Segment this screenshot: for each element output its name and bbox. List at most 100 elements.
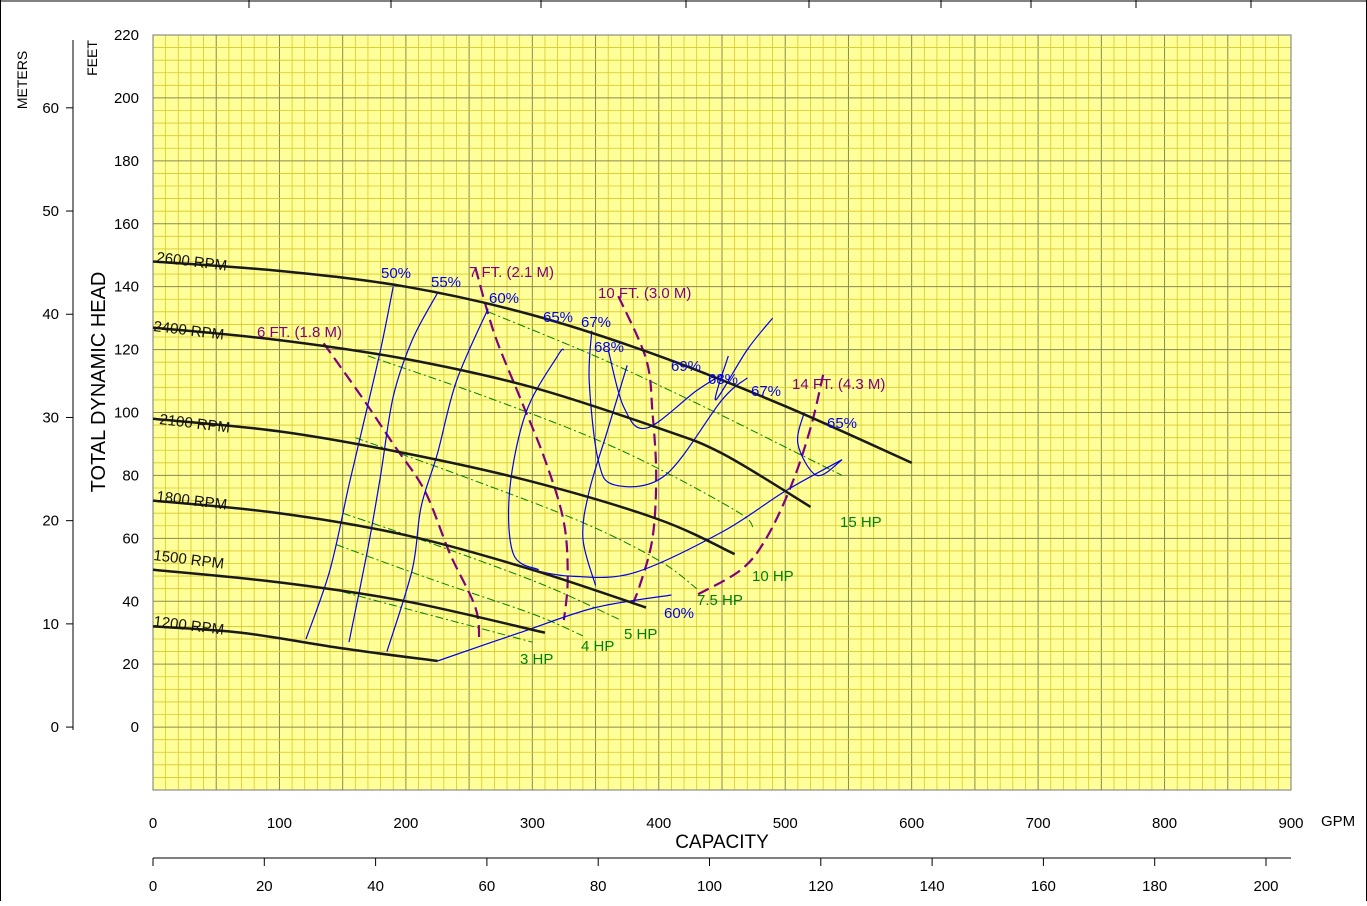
y2-tick-label: 30 — [42, 409, 59, 426]
power-curve — [487, 311, 843, 476]
efficiency-label: 68% — [708, 371, 738, 388]
y-tick-label-ft: 220 — [114, 27, 139, 44]
grid — [152, 34, 1292, 791]
x-tick-label: 300 — [520, 815, 545, 832]
efficiency-curve — [507, 348, 565, 571]
y-tick-label-ft: 60 — [122, 530, 139, 547]
speed-curve — [152, 499, 647, 609]
x-tick-label: 800 — [1152, 815, 1177, 832]
speed-curve — [152, 568, 546, 634]
efficiency-curve — [588, 330, 748, 488]
speed-curve — [152, 260, 913, 464]
x2-tick-label: 120 — [808, 878, 833, 895]
x2-tick-label: 80 — [590, 878, 607, 895]
x-tick-label: 400 — [646, 815, 671, 832]
efficiency-curves — [305, 286, 843, 662]
efficiency-label: 60% — [489, 290, 519, 307]
efficiency-curve — [796, 412, 843, 477]
plot-frame — [152, 34, 1292, 791]
efficiency-curve — [714, 317, 774, 401]
y2-tick-label: 40 — [42, 306, 59, 323]
x-tick-label: 200 — [393, 815, 418, 832]
x2-tick-label: 140 — [920, 878, 945, 895]
efficiency-label: 60% — [664, 605, 694, 622]
efficiency-curve — [532, 459, 843, 579]
x2-tick-label: 200 — [1253, 878, 1278, 895]
power-curve — [336, 544, 584, 637]
npsh-label: 10 FT. (3.0 M) — [598, 285, 691, 302]
y-tick-label-ft: 140 — [114, 279, 139, 296]
speed-curve — [152, 326, 812, 508]
y2-tick-label: 50 — [42, 203, 59, 220]
y-unit-meters: METERS — [14, 51, 30, 109]
power-label: 15 HP — [840, 514, 882, 531]
y-unit-feet: FEET — [84, 40, 100, 76]
y-tick-label-ft: 200 — [114, 90, 139, 107]
efficiency-label: 69% — [671, 358, 701, 375]
efficiency-curve — [582, 365, 628, 586]
y-tick-label-ft: 0 — [131, 719, 139, 736]
npsh-label: 14 FT. (4.3 M) — [792, 376, 885, 393]
y-tick-label-ft: 180 — [114, 153, 139, 170]
efficiency-curve — [607, 349, 723, 430]
x2-tick-label: 20 — [256, 878, 273, 895]
y-tick-label-ft: 80 — [122, 467, 139, 484]
y-axis-title: TOTAL DYNAMIC HEAD — [88, 272, 110, 493]
x-tick-label: 0 — [149, 815, 157, 832]
x-tick-label: 600 — [899, 815, 924, 832]
y-tick-label-ft: 160 — [114, 216, 139, 233]
efficiency-label: 55% — [431, 274, 461, 291]
efficiency-label: 65% — [543, 309, 573, 326]
npsh-curve — [474, 267, 569, 621]
efficiency-label: 50% — [381, 265, 411, 282]
y-tick-label-ft: 40 — [122, 593, 139, 610]
y2-tick-label: 10 — [42, 616, 59, 633]
power-label: 3 HP — [520, 651, 553, 668]
y-tick-label-ft: 100 — [114, 405, 139, 422]
power-label: 5 HP — [624, 626, 657, 643]
speed-curves — [152, 260, 913, 663]
npsh-curve — [696, 374, 825, 596]
x2-tick-label: 60 — [479, 878, 496, 895]
npsh-label: 6 FT. (1.8 M) — [257, 324, 342, 341]
y2-tick-label: 60 — [42, 100, 59, 117]
power-curve — [355, 437, 698, 590]
speed-curve — [152, 417, 736, 556]
npsh-curve — [322, 342, 481, 643]
power-curve — [342, 591, 533, 643]
x2-tick-label: 160 — [1031, 878, 1056, 895]
efficiency-curve — [437, 594, 672, 662]
efficiency-label: 67% — [751, 383, 781, 400]
x-unit-label: GPM — [1321, 813, 1355, 830]
npsh-label: 7 FT. (2.1 M) — [469, 264, 554, 281]
speed-curve — [152, 625, 438, 663]
x-tick-label: 700 — [1026, 815, 1051, 832]
x-axis-title: CAPACITY — [675, 832, 769, 853]
power-label: 10 HP — [752, 568, 794, 585]
power-label: 4 HP — [581, 638, 614, 655]
power-curve — [367, 355, 755, 530]
y-tick-label-ft: 120 — [114, 342, 139, 359]
efficiency-curve — [305, 286, 394, 640]
x2-tick-label: 180 — [1142, 878, 1167, 895]
power-label: 7.5 HP — [697, 592, 743, 609]
efficiency-curve — [386, 308, 489, 652]
x-tick-label: 900 — [1278, 815, 1303, 832]
npsh-curve — [617, 295, 658, 608]
power-curve — [342, 512, 622, 621]
power-curves — [336, 311, 843, 643]
efficiency-label: 67% — [581, 314, 611, 331]
y-tick-label-ft: 20 — [122, 656, 139, 673]
npsh-curves — [322, 267, 825, 643]
x2-tick-label: 100 — [697, 878, 722, 895]
efficiency-label: 65% — [827, 415, 857, 432]
x-tick-label: 500 — [773, 815, 798, 832]
efficiency-label: 68% — [594, 339, 624, 356]
x2-tick-label: 40 — [367, 878, 384, 895]
x2-tick-label: 0 — [149, 878, 157, 895]
x-tick-label: 100 — [267, 815, 292, 832]
y2-tick-label: 0 — [51, 719, 59, 736]
